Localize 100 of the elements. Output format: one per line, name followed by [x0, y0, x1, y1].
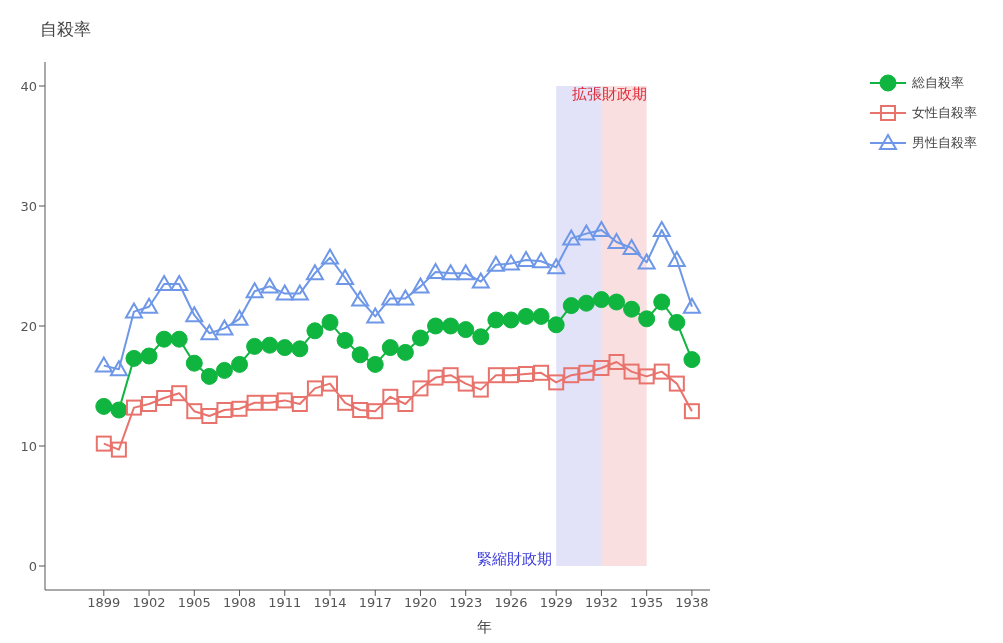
point	[532, 307, 550, 325]
point	[397, 396, 414, 412]
point	[593, 360, 610, 376]
point	[246, 337, 264, 355]
point	[623, 363, 640, 380]
point	[533, 364, 550, 381]
point	[246, 394, 263, 411]
point	[668, 375, 685, 392]
point	[412, 380, 429, 397]
point	[638, 368, 655, 385]
x-tick-label: 1920	[403, 595, 438, 611]
point	[125, 349, 143, 367]
x-tick-label: 1917	[358, 595, 392, 611]
point	[381, 339, 399, 357]
point	[185, 306, 204, 323]
y-tick-label: 40	[20, 78, 37, 94]
point	[261, 336, 279, 354]
point	[592, 291, 610, 309]
point	[125, 399, 142, 416]
x-tick-label: 1899	[87, 595, 121, 611]
x-tick-label: 1908	[222, 595, 257, 611]
point	[291, 396, 308, 412]
point	[487, 311, 505, 329]
point	[518, 366, 535, 382]
point	[124, 302, 143, 319]
point	[427, 317, 445, 335]
point	[486, 255, 505, 272]
point	[381, 289, 400, 306]
point	[155, 330, 173, 348]
point	[668, 313, 686, 331]
point	[517, 307, 535, 325]
point	[231, 355, 249, 373]
point	[171, 385, 188, 402]
point	[170, 275, 189, 291]
point	[366, 307, 385, 324]
point	[411, 329, 429, 347]
x-tick-label: 1914	[313, 595, 347, 611]
point	[563, 367, 580, 384]
point	[336, 331, 354, 349]
point	[441, 264, 460, 281]
point	[141, 396, 158, 412]
point	[94, 356, 113, 373]
point	[276, 339, 294, 357]
point	[215, 319, 234, 336]
point	[562, 297, 580, 315]
point	[110, 401, 128, 419]
point	[306, 380, 323, 397]
point	[457, 321, 475, 339]
y-tick-label: 20	[20, 318, 37, 334]
y-tick-label: 10	[20, 438, 37, 454]
point	[623, 300, 641, 318]
point	[322, 375, 338, 392]
point	[501, 254, 520, 271]
x-tick-label: 1932	[584, 595, 618, 611]
point	[321, 248, 339, 265]
point	[683, 403, 700, 420]
point	[547, 258, 566, 275]
point	[562, 229, 581, 246]
point	[200, 324, 219, 341]
point	[638, 310, 656, 328]
point	[366, 355, 384, 373]
band-label: 拡張財政期	[571, 85, 647, 104]
point	[290, 284, 309, 301]
point	[351, 346, 369, 364]
point	[337, 394, 354, 411]
point	[245, 282, 264, 299]
point	[352, 402, 369, 418]
point	[578, 364, 595, 381]
point	[231, 400, 248, 417]
point	[532, 252, 551, 269]
point	[652, 221, 671, 237]
point	[472, 381, 489, 398]
point	[608, 293, 626, 311]
point	[426, 263, 445, 279]
point	[170, 330, 188, 348]
point	[471, 272, 490, 289]
point	[155, 275, 174, 291]
point	[653, 293, 671, 311]
point	[457, 375, 474, 392]
legend-label: 女性自殺率	[912, 104, 977, 122]
point	[201, 408, 218, 424]
legend-label: 男性自殺率	[912, 134, 977, 152]
point	[351, 290, 370, 307]
x-axis-title: 年	[475, 618, 493, 637]
x-tick-label: 1911	[268, 595, 302, 611]
legend-label: 総自殺率	[912, 74, 964, 92]
x-tick-label: 1926	[494, 595, 528, 611]
point	[548, 374, 565, 391]
point	[607, 233, 626, 249]
point	[608, 354, 625, 370]
point	[185, 354, 203, 372]
point	[396, 343, 414, 361]
point	[140, 297, 159, 314]
point	[275, 284, 294, 301]
point	[682, 297, 701, 314]
x-tick-label: 1905	[177, 595, 211, 611]
point	[637, 253, 656, 270]
point	[140, 347, 158, 365]
point	[592, 221, 611, 237]
point	[442, 317, 460, 335]
